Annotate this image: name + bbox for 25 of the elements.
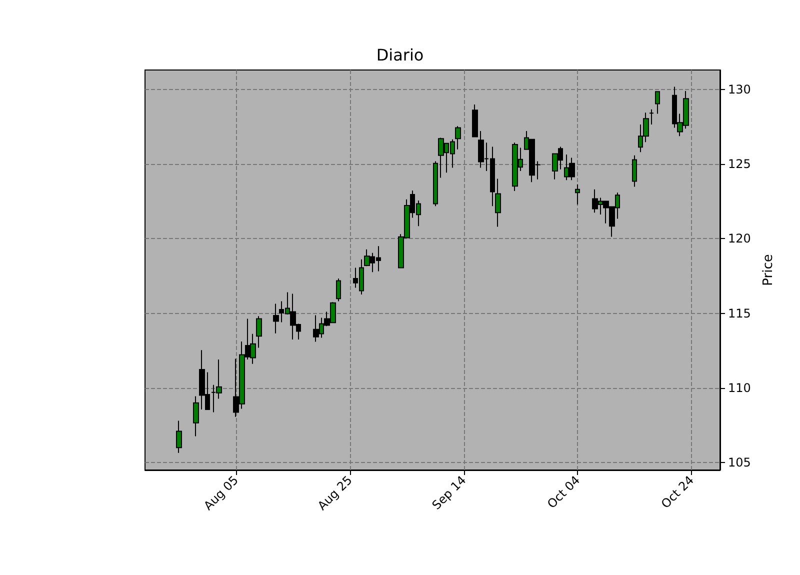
y-tick-label: 120 bbox=[728, 232, 751, 246]
candlestick bbox=[433, 160, 438, 207]
y-tick-label: 105 bbox=[728, 456, 751, 470]
x-tick-label: Sep 14 bbox=[429, 473, 469, 512]
y-tick-label: 110 bbox=[728, 380, 751, 395]
y-axis-title: Price bbox=[761, 254, 776, 286]
candlestick bbox=[495, 178, 501, 228]
candlestick bbox=[575, 184, 580, 205]
candlestick bbox=[649, 108, 654, 125]
candlestick bbox=[632, 154, 637, 188]
candlestick bbox=[336, 278, 341, 302]
candlestick bbox=[193, 396, 199, 437]
candlestick bbox=[472, 104, 478, 138]
y-tick-label: 130 bbox=[728, 82, 751, 96]
x-tick-label: Aug 05 bbox=[201, 473, 242, 513]
y-tick-label: 115 bbox=[728, 306, 751, 320]
candlestick bbox=[655, 91, 660, 114]
chart-title: Diario bbox=[376, 46, 424, 64]
x-tick-label: Oct 24 bbox=[658, 473, 696, 512]
y-tick-label: 125 bbox=[728, 157, 751, 172]
x-tick-label: Oct 04 bbox=[544, 473, 583, 512]
candlestick bbox=[455, 126, 461, 150]
candlestick bbox=[176, 420, 182, 454]
candlestick bbox=[273, 303, 279, 334]
candlestick bbox=[256, 316, 262, 348]
